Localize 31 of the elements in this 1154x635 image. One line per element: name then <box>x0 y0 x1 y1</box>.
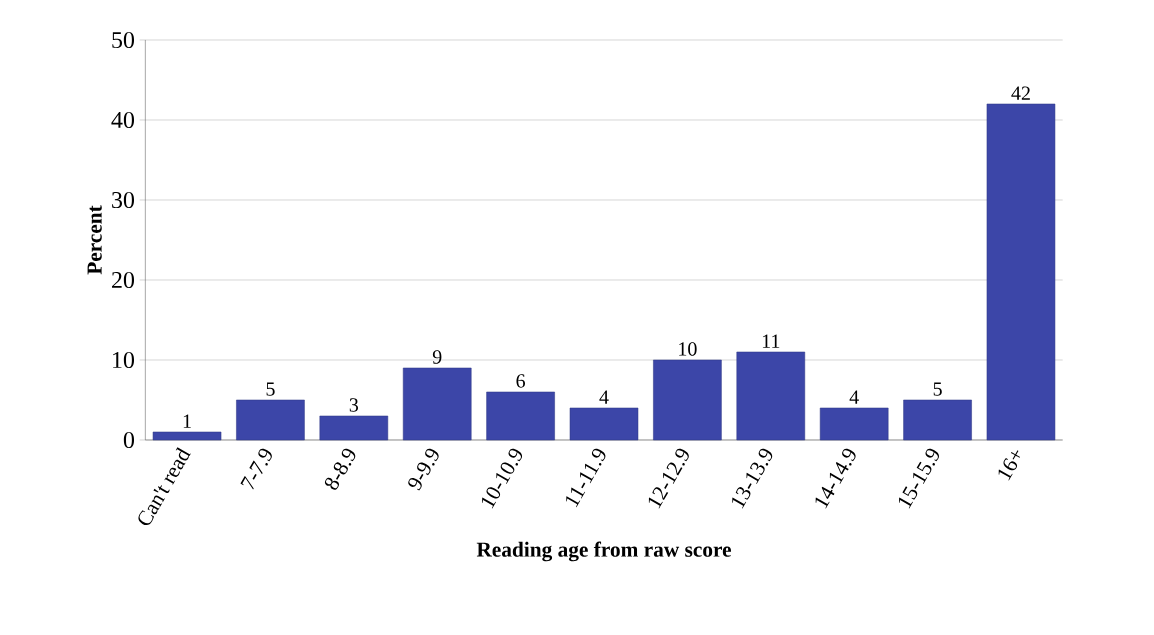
bar <box>402 367 472 441</box>
data-label: 6 <box>516 374 526 388</box>
x-tick-label: 16+ <box>998 450 1021 481</box>
bar <box>236 399 305 441</box>
data-label: 10 <box>679 342 697 356</box>
data-label: 1 <box>183 414 191 428</box>
y-tick-label: 50 <box>112 31 135 49</box>
data-label: 42 <box>1011 86 1030 100</box>
data-label: 4 <box>599 390 609 404</box>
y-tick-label: 20 <box>111 271 135 289</box>
data-label: 9 <box>432 350 442 364</box>
bar <box>903 399 972 441</box>
bar <box>152 431 222 441</box>
y-tick-label: 30 <box>112 191 135 209</box>
data-label: 5 <box>933 382 942 396</box>
y-tick-label: 40 <box>111 111 135 129</box>
data-label: 5 <box>266 382 275 396</box>
bar <box>319 415 389 441</box>
y-tick-label: 10 <box>113 351 135 369</box>
bar <box>819 407 889 441</box>
bar <box>986 103 1056 441</box>
bar <box>486 391 555 441</box>
x-axis-title: Reading age from raw score <box>476 541 732 562</box>
y-tick-label: 0 <box>123 431 135 449</box>
bar <box>653 359 722 441</box>
data-label: 4 <box>849 390 859 404</box>
data-label: 3 <box>349 398 359 412</box>
bar <box>736 351 806 441</box>
y-axis-title: Percent <box>87 205 102 275</box>
data-label: 11 <box>762 334 780 348</box>
bar <box>569 407 639 441</box>
